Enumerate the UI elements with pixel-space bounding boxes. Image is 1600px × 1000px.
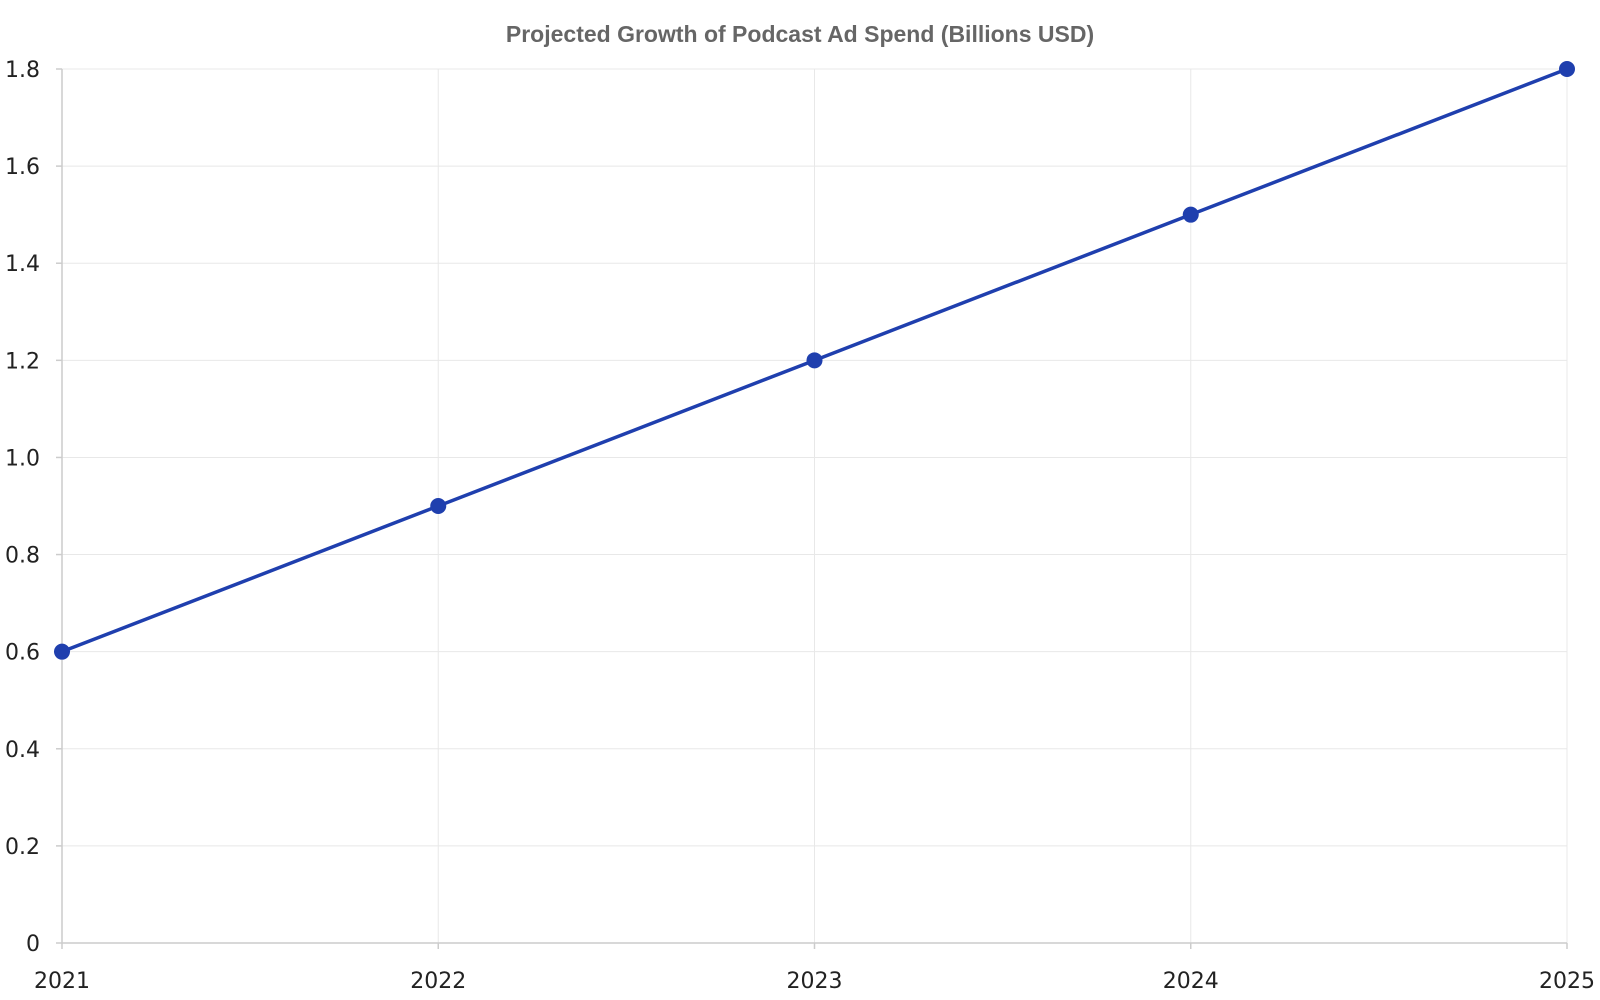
x-tick-label: 2023 xyxy=(787,969,843,994)
chart-title: Projected Growth of Podcast Ad Spend (Bi… xyxy=(506,21,1094,47)
y-tick-label: 1.2 xyxy=(5,349,40,374)
y-tick-label: 1.8 xyxy=(5,58,40,83)
y-tick-label: 0.2 xyxy=(5,835,40,860)
x-gridlines xyxy=(437,69,1568,943)
data-point[interactable] xyxy=(430,498,447,514)
y-tick-label: 0.6 xyxy=(5,641,40,666)
y-tick-label: 1.0 xyxy=(5,446,40,471)
axes xyxy=(56,68,1568,949)
x-tick-label: 2025 xyxy=(1539,969,1595,994)
y-tick-label: 0.4 xyxy=(5,738,40,763)
y-tick-label: 1.4 xyxy=(5,252,40,277)
data-point[interactable] xyxy=(54,643,70,660)
data-point[interactable] xyxy=(806,352,823,369)
x-tick-label: 2021 xyxy=(34,969,90,994)
y-tick-labels: 0 0.2 0.4 0.6 0.8 1.0 1.2 1.4 1.6 1.8 xyxy=(5,58,40,957)
y-tick-label: 0.8 xyxy=(5,544,40,569)
data-point[interactable] xyxy=(1559,61,1575,77)
data-point[interactable] xyxy=(1182,206,1199,223)
y-tick-label: 1.6 xyxy=(5,155,40,180)
y-tick-label: 0 xyxy=(26,932,40,957)
x-tick-label: 2022 xyxy=(410,969,466,994)
x-tick-labels: 2021 2022 2023 2024 2025 xyxy=(34,969,1595,994)
x-tick-label: 2024 xyxy=(1163,969,1219,994)
series-group xyxy=(54,61,1575,660)
